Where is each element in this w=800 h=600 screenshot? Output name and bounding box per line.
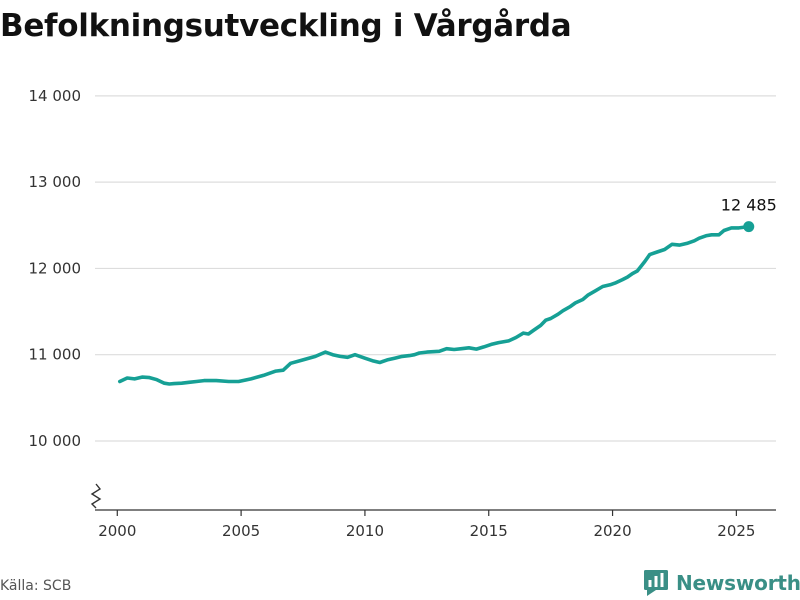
x-tick-label: 2000 [98,522,136,540]
x-axis: 2000 2005 2010 2015 2020 2025 [95,509,776,540]
y-tick-label: 13 000 [29,173,82,191]
y-tick-label: 12 000 [29,259,82,277]
end-value-label: 12 485 [721,196,777,215]
gridlines [95,95,776,442]
x-tick-label: 2015 [470,522,508,540]
brand-logo[interactable]: Newsworthy [644,570,800,596]
y-tick-label: 14 000 [29,87,82,105]
end-point-marker [743,221,755,233]
source-note: Källa: SCB [0,578,72,594]
y-tick-label: 11 000 [29,346,82,364]
x-tick-label: 2020 [593,522,631,540]
chart-title: Befolkningsutveckling i Vårgårda [0,8,572,44]
x-tick-label: 2005 [222,522,260,540]
axis-break-icon [90,483,102,509]
y-tick-label: 10 000 [29,432,82,450]
brand-name: Newsworthy [676,571,800,595]
newsworthy-logo-icon [644,570,668,596]
y-axis-ticks: 10 000 11 000 12 000 13 000 14 000 [29,87,82,450]
series-line [118,224,751,386]
x-tick-label: 2010 [346,522,384,540]
x-tick-label: 2025 [717,522,755,540]
